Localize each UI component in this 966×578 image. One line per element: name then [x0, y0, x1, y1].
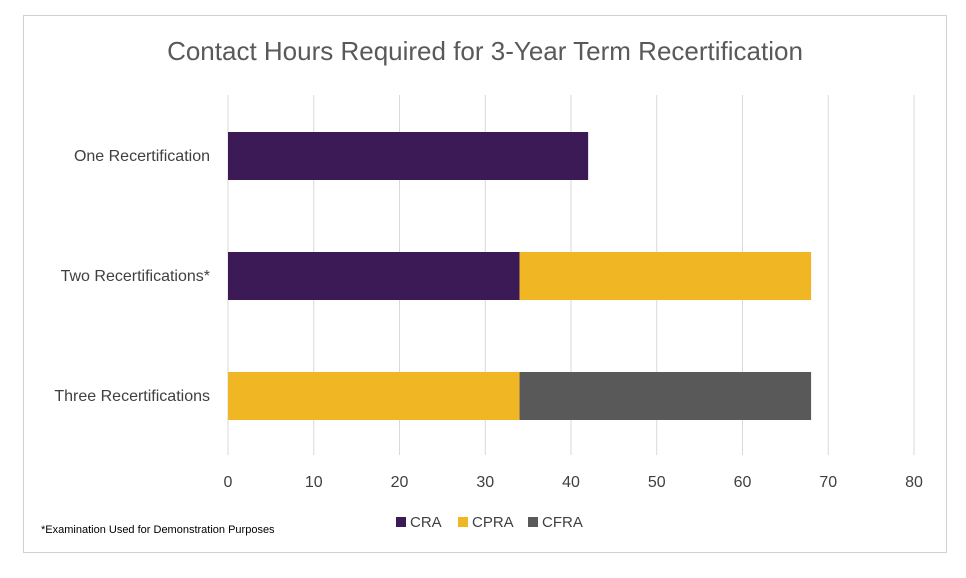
chart-title: Contact Hours Required for 3-Year Term R…	[167, 36, 803, 66]
footnote: *Examination Used for Demonstration Purp…	[41, 524, 275, 536]
x-axis-ticks: 0 10 20 30 40 50 60 70 80	[224, 474, 923, 491]
x-tick-label: 60	[734, 474, 752, 491]
bar-cfra	[519, 372, 812, 420]
bars	[228, 132, 812, 420]
x-tick-label: 70	[819, 474, 837, 491]
legend-swatch-cpra	[458, 517, 468, 527]
category-labels: One Recertification Two Recertifications*…	[54, 148, 210, 405]
x-tick-label: 0	[224, 474, 233, 491]
x-tick-label: 10	[305, 474, 323, 491]
bar-cpra	[519, 252, 812, 300]
legend-label-cfra: CFRA	[542, 514, 583, 531]
legend-swatch-cfra	[528, 517, 538, 527]
x-tick-label: 50	[648, 474, 666, 491]
bar-cra	[228, 132, 589, 180]
x-tick-label: 30	[476, 474, 494, 491]
category-label: Two Recertifications*	[61, 268, 210, 285]
x-tick-label: 80	[905, 474, 923, 491]
legend-swatch-cra	[396, 517, 406, 527]
category-label: One Recertification	[74, 148, 210, 165]
bar-cpra	[228, 372, 520, 420]
legend-label-cpra: CPRA	[472, 514, 514, 531]
legend-label-cra: CRA	[410, 514, 442, 531]
x-tick-label: 40	[562, 474, 580, 491]
bar-cra	[228, 252, 520, 300]
x-tick-label: 20	[391, 474, 409, 491]
legend: CRA CPRA CFRA	[396, 514, 583, 531]
category-label: Three Recertifications	[54, 388, 210, 405]
